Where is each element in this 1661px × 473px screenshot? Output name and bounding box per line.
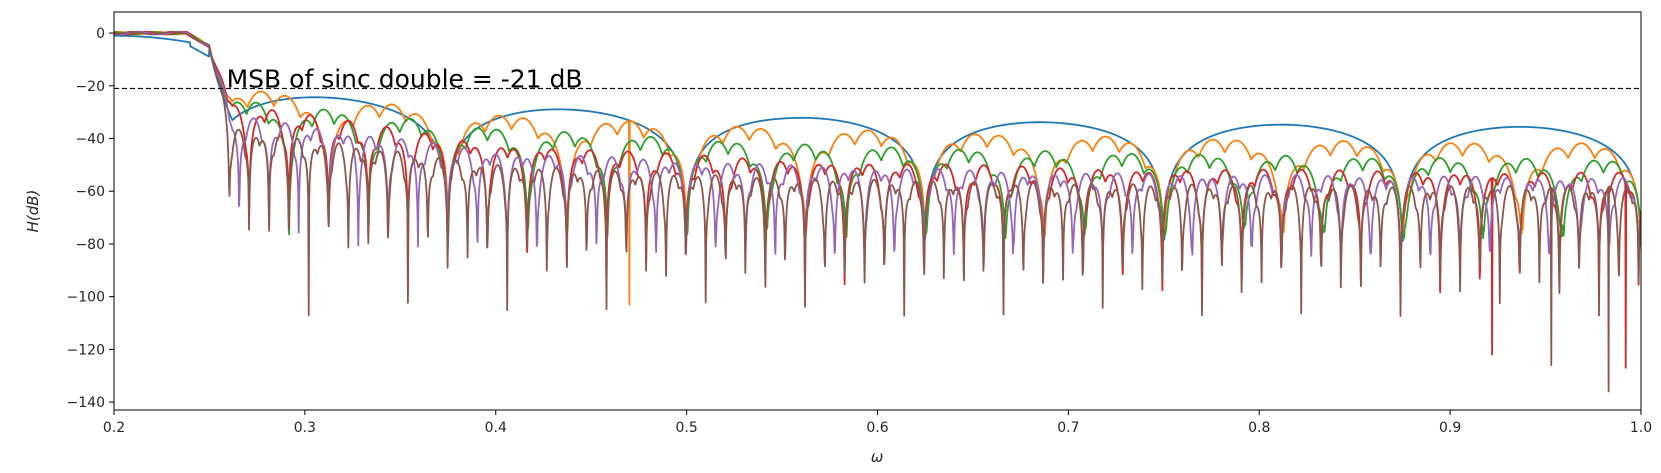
- y-tick-label: 0: [96, 26, 105, 42]
- x-tick-label: 0.5: [675, 420, 697, 436]
- y-axis-label: H(dB): [24, 190, 42, 233]
- series-line-5: [114, 30, 1641, 258]
- series-line-1: [114, 34, 1641, 247]
- x-tick-label: 0.6: [866, 420, 888, 436]
- series-line-2: [114, 30, 1641, 306]
- y-tick-label: −120: [67, 342, 105, 358]
- x-tick-label: 0.4: [485, 420, 507, 436]
- y-tick-label: −20: [75, 79, 105, 95]
- y-axis: 0 −20 −40 −60 −80 −100 −120 −140: [67, 26, 114, 411]
- x-tick-label: 0.9: [1439, 420, 1461, 436]
- y-tick-label: −60: [75, 184, 105, 200]
- x-axis-label: ω: [871, 448, 884, 466]
- y-tick-label: −100: [67, 290, 105, 306]
- x-tick-label: 0.3: [294, 420, 316, 436]
- series-layer: [114, 30, 1641, 393]
- series-line-6: [114, 30, 1641, 393]
- x-tick-label: 1.0: [1630, 420, 1652, 436]
- series-line-3: [114, 30, 1641, 240]
- annotation-msb: MSB of sinc double = -21 dB: [227, 64, 583, 93]
- x-tick-label: 0.8: [1248, 420, 1270, 436]
- x-tick-label: 0.7: [1057, 420, 1079, 436]
- y-tick-label: −140: [67, 395, 105, 411]
- x-tick-label: 0.2: [103, 420, 125, 436]
- y-tick-label: −40: [75, 132, 105, 148]
- y-tick-label: −80: [75, 237, 105, 253]
- x-axis: 0.2 0.3 0.4 0.5 0.6 0.7 0.8 0.9 1.0: [103, 410, 1652, 436]
